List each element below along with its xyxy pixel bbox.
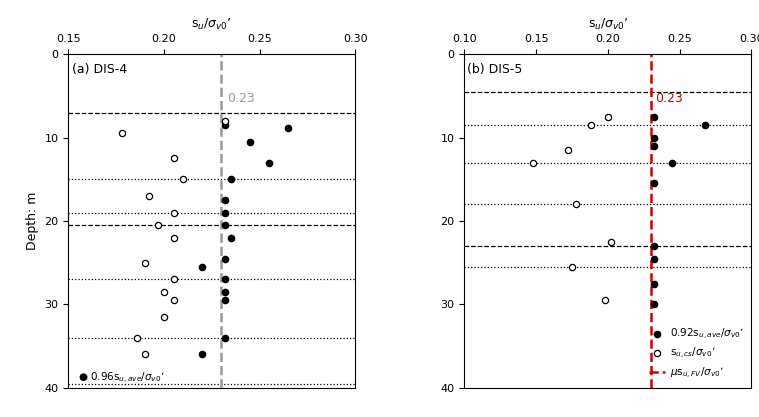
Text: ● 0.96s$_{u,ave}$/$\sigma_{v0}$’: ● 0.96s$_{u,ave}$/$\sigma_{v0}$’ — [78, 371, 165, 386]
Text: 0.23: 0.23 — [227, 92, 255, 105]
Text: 0.23: 0.23 — [655, 92, 683, 105]
Text: (b) DIS-5: (b) DIS-5 — [468, 63, 523, 75]
Legend: 0.92s$_{u,ave}$/$\sigma_{v0}$’, s$_{u,cs}$/$\sigma_{v0}$’, $\mu$s$_{u,FV}$/$\sig: 0.92s$_{u,ave}$/$\sigma_{v0}$’, s$_{u,cs… — [647, 325, 746, 383]
X-axis label: s$_u$/$\sigma_{v0}$’: s$_u$/$\sigma_{v0}$’ — [191, 17, 232, 32]
Text: (a) DIS-4: (a) DIS-4 — [72, 63, 128, 75]
Y-axis label: Depth: m: Depth: m — [26, 192, 39, 250]
X-axis label: s$_u$/$\sigma_{v0}$’: s$_u$/$\sigma_{v0}$’ — [587, 17, 628, 32]
